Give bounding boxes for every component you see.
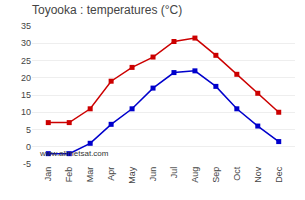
svg-text:20: 20 <box>21 73 31 83</box>
svg-text:www.allmetsat.com: www.allmetsat.com <box>39 149 109 158</box>
svg-text:Mar: Mar <box>85 167 95 183</box>
svg-text:30: 30 <box>21 38 31 48</box>
svg-text:May: May <box>127 166 137 184</box>
svg-text:15: 15 <box>21 90 31 100</box>
svg-text:Apr: Apr <box>106 167 116 181</box>
svg-text:Oct: Oct <box>232 166 242 181</box>
svg-text:10: 10 <box>21 107 31 117</box>
svg-text:-5: -5 <box>23 159 31 169</box>
svg-text:5: 5 <box>26 125 31 135</box>
svg-text:Feb: Feb <box>64 167 74 183</box>
svg-text:Jul: Jul <box>169 167 179 179</box>
svg-text:35: 35 <box>21 21 31 31</box>
svg-text:Jun: Jun <box>148 167 158 182</box>
svg-text:0: 0 <box>26 142 31 152</box>
svg-text:Jan: Jan <box>43 167 53 182</box>
svg-text:Toyooka : temperatures (°C): Toyooka : temperatures (°C) <box>32 3 182 17</box>
svg-text:Aug: Aug <box>190 167 200 183</box>
svg-text:Dec: Dec <box>274 166 284 183</box>
svg-text:25: 25 <box>21 56 31 66</box>
svg-text:Sep: Sep <box>211 167 221 183</box>
svg-text:Nov: Nov <box>253 166 263 183</box>
